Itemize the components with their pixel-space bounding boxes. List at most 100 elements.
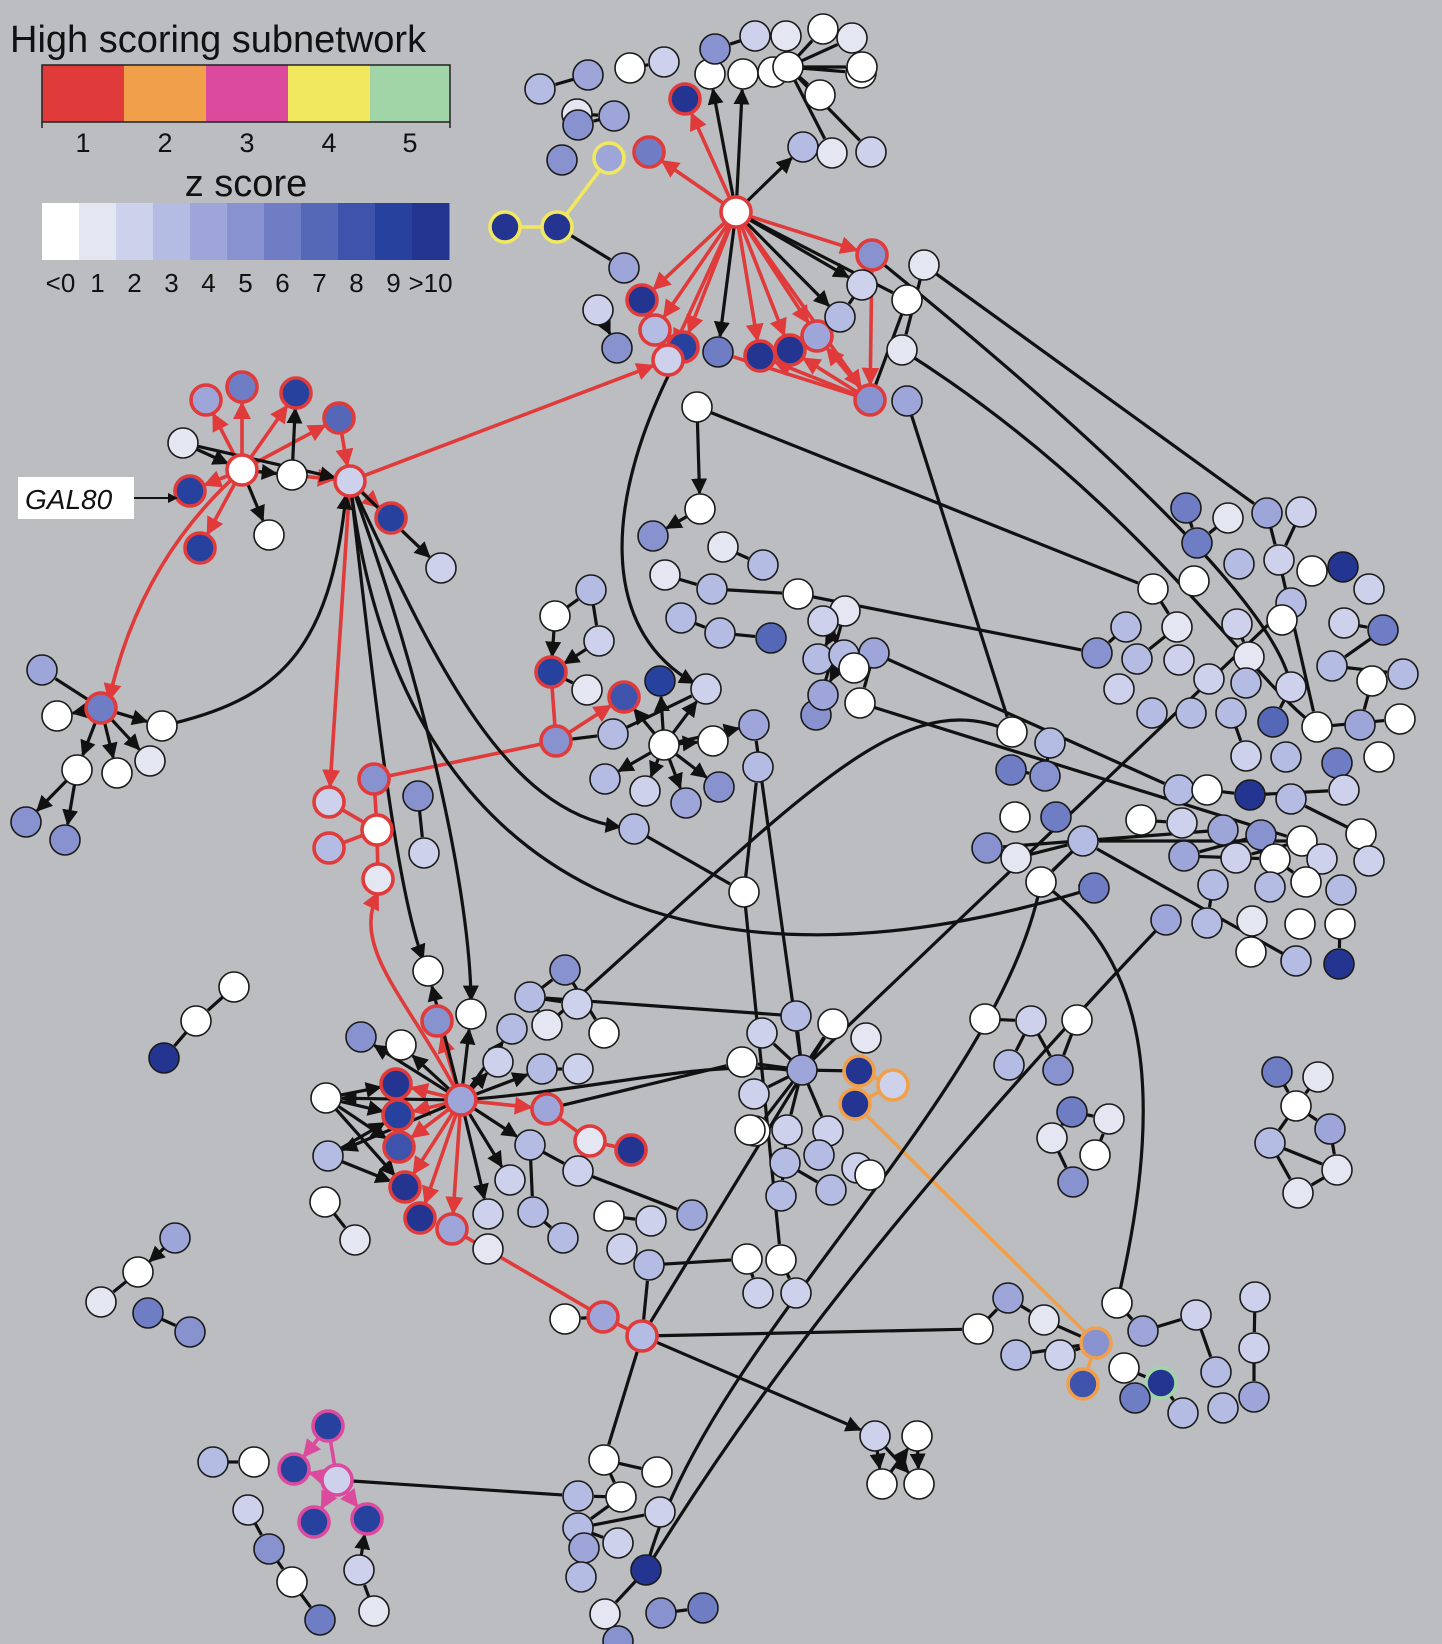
gene-node-f9[interactable] (311, 1409, 345, 1443)
gene-node-r42[interactable] (996, 716, 1028, 748)
gene-node-x15[interactable] (1254, 1127, 1286, 1159)
gene-node-g6[interactable] (167, 427, 199, 459)
gene-node-l36[interactable] (593, 1200, 625, 1232)
gene-node-m22[interactable] (629, 775, 661, 807)
gene-node-r35[interactable] (1301, 711, 1333, 743)
gene-node-r49[interactable] (1275, 783, 1307, 815)
gene-node-l32[interactable] (494, 1164, 526, 1196)
gene-node-r53[interactable] (1125, 804, 1157, 836)
gene-node-g16[interactable] (41, 700, 73, 732)
gene-node-r27[interactable] (1193, 663, 1225, 695)
gene-node-f18[interactable] (358, 1595, 390, 1627)
gene-node-b18[interactable] (1108, 1352, 1140, 1384)
gene-node-f10[interactable] (320, 1463, 354, 1497)
gene-node-r32[interactable] (1175, 697, 1207, 729)
gene-node-r30[interactable] (1356, 665, 1388, 697)
gene-node-g7[interactable] (173, 474, 207, 508)
gene-node-f14[interactable] (253, 1533, 285, 1565)
gene-node-l33[interactable] (517, 1196, 549, 1228)
gene-node-t47[interactable] (891, 284, 923, 316)
gene-node-m14[interactable] (539, 724, 573, 758)
gene-node-r3[interactable] (1251, 497, 1283, 529)
gene-node-m27[interactable] (728, 876, 760, 908)
gene-node-l12[interactable] (526, 1053, 558, 1085)
gene-node-r57[interactable] (1286, 825, 1318, 857)
gene-node-x13[interactable] (1280, 1090, 1312, 1122)
gene-node-r54[interactable] (1166, 807, 1198, 839)
gene-node-x17[interactable] (1282, 1177, 1314, 1209)
gene-node-g8[interactable] (183, 531, 217, 565)
gene-node-r61[interactable] (1067, 825, 1099, 857)
gene-node-t29[interactable] (816, 137, 848, 169)
gene-node-t39[interactable] (540, 210, 574, 244)
gene-node-f16[interactable] (304, 1604, 336, 1636)
gene-node-x20[interactable] (807, 679, 839, 711)
gene-node-c9[interactable] (704, 617, 736, 649)
gene-node-k7[interactable] (842, 1054, 876, 1088)
gene-node-t3[interactable] (638, 313, 672, 347)
gene-node-r77[interactable] (1324, 908, 1356, 940)
gene-node-r68[interactable] (1197, 869, 1229, 901)
gene-node-g13[interactable] (425, 552, 457, 584)
gene-node-t26[interactable] (699, 33, 731, 65)
gene-node-l17[interactable] (310, 1082, 342, 1114)
gene-node-x5[interactable] (1042, 1054, 1074, 1086)
gene-node-r12[interactable] (1178, 565, 1210, 597)
gene-node-x4[interactable] (993, 1049, 1025, 1081)
gene-node-x2[interactable] (1015, 1005, 1047, 1037)
gene-node-r26[interactable] (1103, 673, 1135, 705)
gene-node-b4[interactable] (633, 1249, 665, 1281)
gene-node-m6[interactable] (402, 780, 434, 812)
gene-node-c2[interactable] (637, 520, 669, 552)
gene-node-g20[interactable] (146, 710, 178, 742)
gene-node-r7[interactable] (1263, 544, 1295, 576)
gene-node-r29[interactable] (1275, 671, 1307, 703)
gene-node-g18[interactable] (101, 757, 133, 789)
gene-node-t24[interactable] (770, 20, 802, 52)
gene-node-r45[interactable] (1029, 760, 1061, 792)
gene-node-k9[interactable] (838, 1087, 872, 1121)
gene-node-k3[interactable] (746, 1017, 778, 1049)
gene-node-g5[interactable] (322, 401, 356, 435)
gene-node-m20[interactable] (738, 709, 770, 741)
gene-node-t6[interactable] (855, 238, 889, 272)
gene-node-l9[interactable] (531, 1009, 563, 1041)
gene-node-l20[interactable] (312, 1140, 344, 1172)
gene-node-r79[interactable] (1280, 945, 1312, 977)
gene-node-r48[interactable] (1234, 779, 1266, 811)
gene-node-l11[interactable] (482, 1046, 514, 1078)
gene-node-l21[interactable] (388, 1170, 422, 1204)
gene-node-g19[interactable] (134, 745, 166, 777)
gene-node-p7[interactable] (644, 1496, 676, 1528)
gene-node-p11[interactable] (589, 1598, 621, 1630)
gene-node-m2[interactable] (312, 785, 346, 819)
gene-node-r6[interactable] (1223, 548, 1255, 580)
gene-node-t12[interactable] (800, 319, 834, 353)
gene-node-t21[interactable] (846, 51, 878, 83)
gene-node-r31[interactable] (1136, 697, 1168, 729)
gene-node-l29[interactable] (614, 1133, 648, 1167)
gene-node-r51[interactable] (999, 801, 1031, 833)
gene-node-b3[interactable] (549, 1303, 581, 1335)
gene-node-t38[interactable] (592, 141, 626, 175)
gene-node-l40[interactable] (218, 971, 250, 1003)
gene-node-t40[interactable] (488, 210, 522, 244)
gene-node-r55[interactable] (1207, 814, 1239, 846)
gene-node-p3[interactable] (641, 1456, 673, 1488)
gene-node-c5[interactable] (649, 559, 681, 591)
gene-node-p14[interactable] (602, 1625, 634, 1644)
gene-node-r76[interactable] (1284, 908, 1316, 940)
gene-node-r14[interactable] (1110, 611, 1142, 643)
gene-node-b30[interactable] (866, 1468, 898, 1500)
gene-node-g21[interactable] (10, 806, 42, 838)
gene-node-m25[interactable] (742, 751, 774, 783)
gene-node-k2[interactable] (780, 1000, 812, 1032)
gene-node-f1[interactable] (159, 1222, 191, 1254)
gene-node-t4[interactable] (632, 135, 666, 169)
gene-node-r67[interactable] (1078, 872, 1110, 904)
gene-node-g11[interactable] (333, 464, 367, 498)
gene-node-r37[interactable] (1384, 703, 1416, 735)
gene-node-t49[interactable] (681, 391, 713, 423)
gene-node-l22[interactable] (309, 1186, 341, 1218)
gene-node-r65[interactable] (1306, 843, 1338, 875)
